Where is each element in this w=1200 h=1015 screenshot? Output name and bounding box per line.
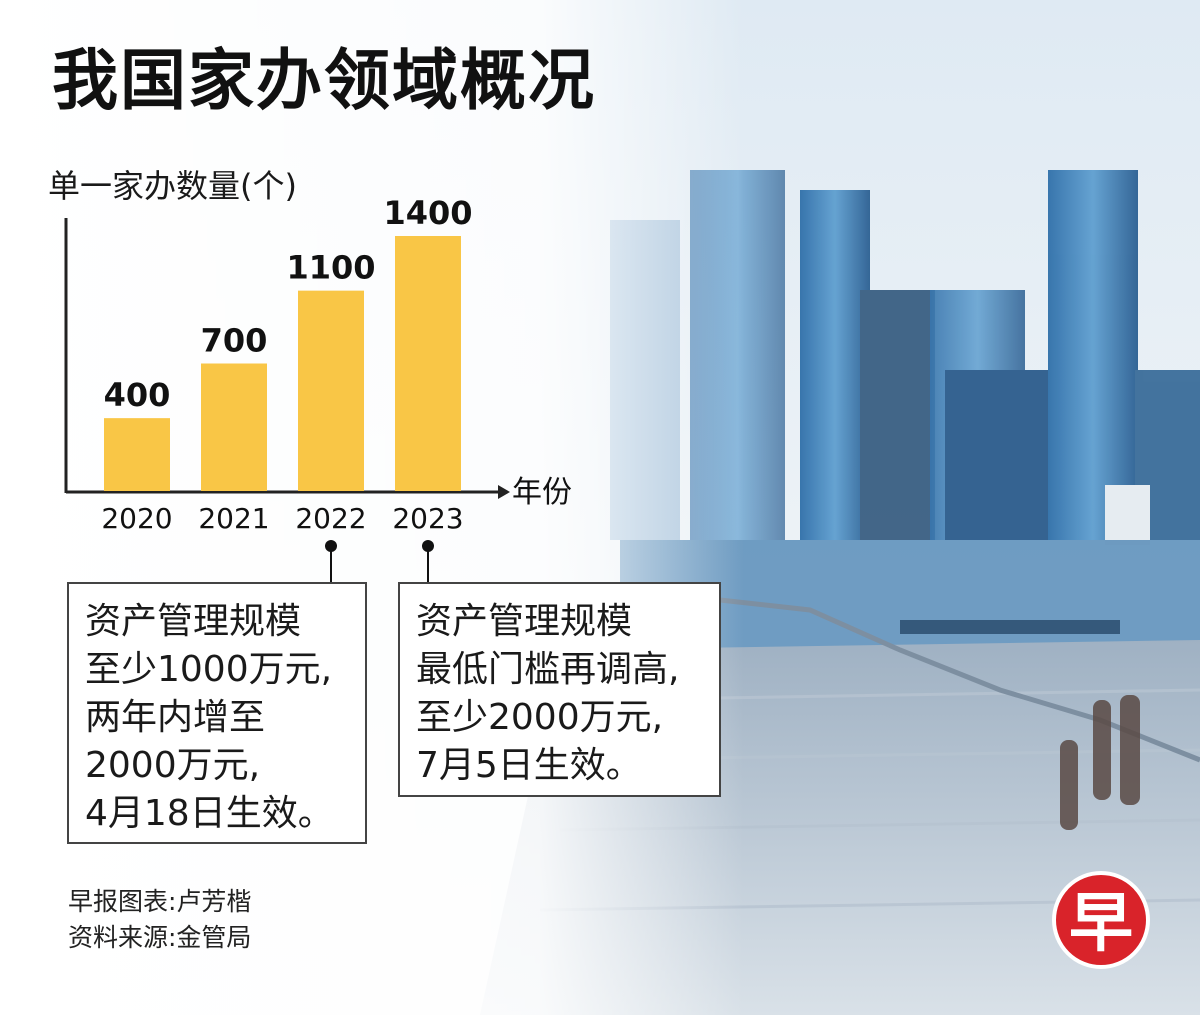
y-axis-label: 单一家办数量(个): [48, 167, 297, 205]
data-label-2023: 1400: [383, 194, 472, 232]
callout-2022: 资产管理规模 至少1000万元, 两年内增至 2000万元, 4月18日生效。: [67, 582, 367, 844]
callout-line: 两年内增至: [85, 697, 266, 738]
bar-2022: [298, 290, 364, 491]
callout-line: 至少1000万元,: [85, 649, 333, 690]
callout-2023: 资产管理规模 最低门槛再调高, 至少2000万元, 7月5日生效。: [398, 582, 721, 797]
callout-line: 最低门槛再调高,: [416, 649, 680, 690]
x-tick-label-2020: 2020: [101, 502, 172, 535]
bar-2020: [104, 418, 170, 491]
x-tick-label-2021: 2021: [198, 502, 269, 535]
data-label-2022: 1100: [286, 249, 375, 287]
zaobao-logo-icon: 早: [1052, 871, 1150, 969]
data-label-2021: 700: [201, 322, 268, 360]
x-tick-label-2022: 2022: [295, 502, 366, 535]
callout-line: 4月18日生效。: [85, 793, 334, 834]
x-axis-arrow-icon: [498, 485, 510, 499]
callout-line: 2000万元,: [85, 745, 261, 786]
chart-credit: 早报图表:卢芳楷: [68, 887, 252, 916]
x-tick-label-2023: 2023: [392, 502, 463, 535]
page-title: 我国家办领域概况: [52, 42, 596, 119]
bar-2023: [395, 236, 461, 491]
bar-2021: [201, 363, 267, 491]
callout-line: 至少2000万元,: [416, 697, 664, 738]
data-label-2020: 400: [104, 376, 171, 414]
x-axis-label: 年份: [512, 475, 572, 510]
source-notes: 早报图表:卢芳楷 资料来源:金管局: [68, 884, 251, 956]
callout-line: 资产管理规模: [416, 601, 633, 642]
callout-line: 7月5日生效。: [416, 745, 642, 786]
data-source: 资料来源:金管局: [68, 923, 252, 952]
callout-line: 资产管理规模: [85, 601, 302, 642]
